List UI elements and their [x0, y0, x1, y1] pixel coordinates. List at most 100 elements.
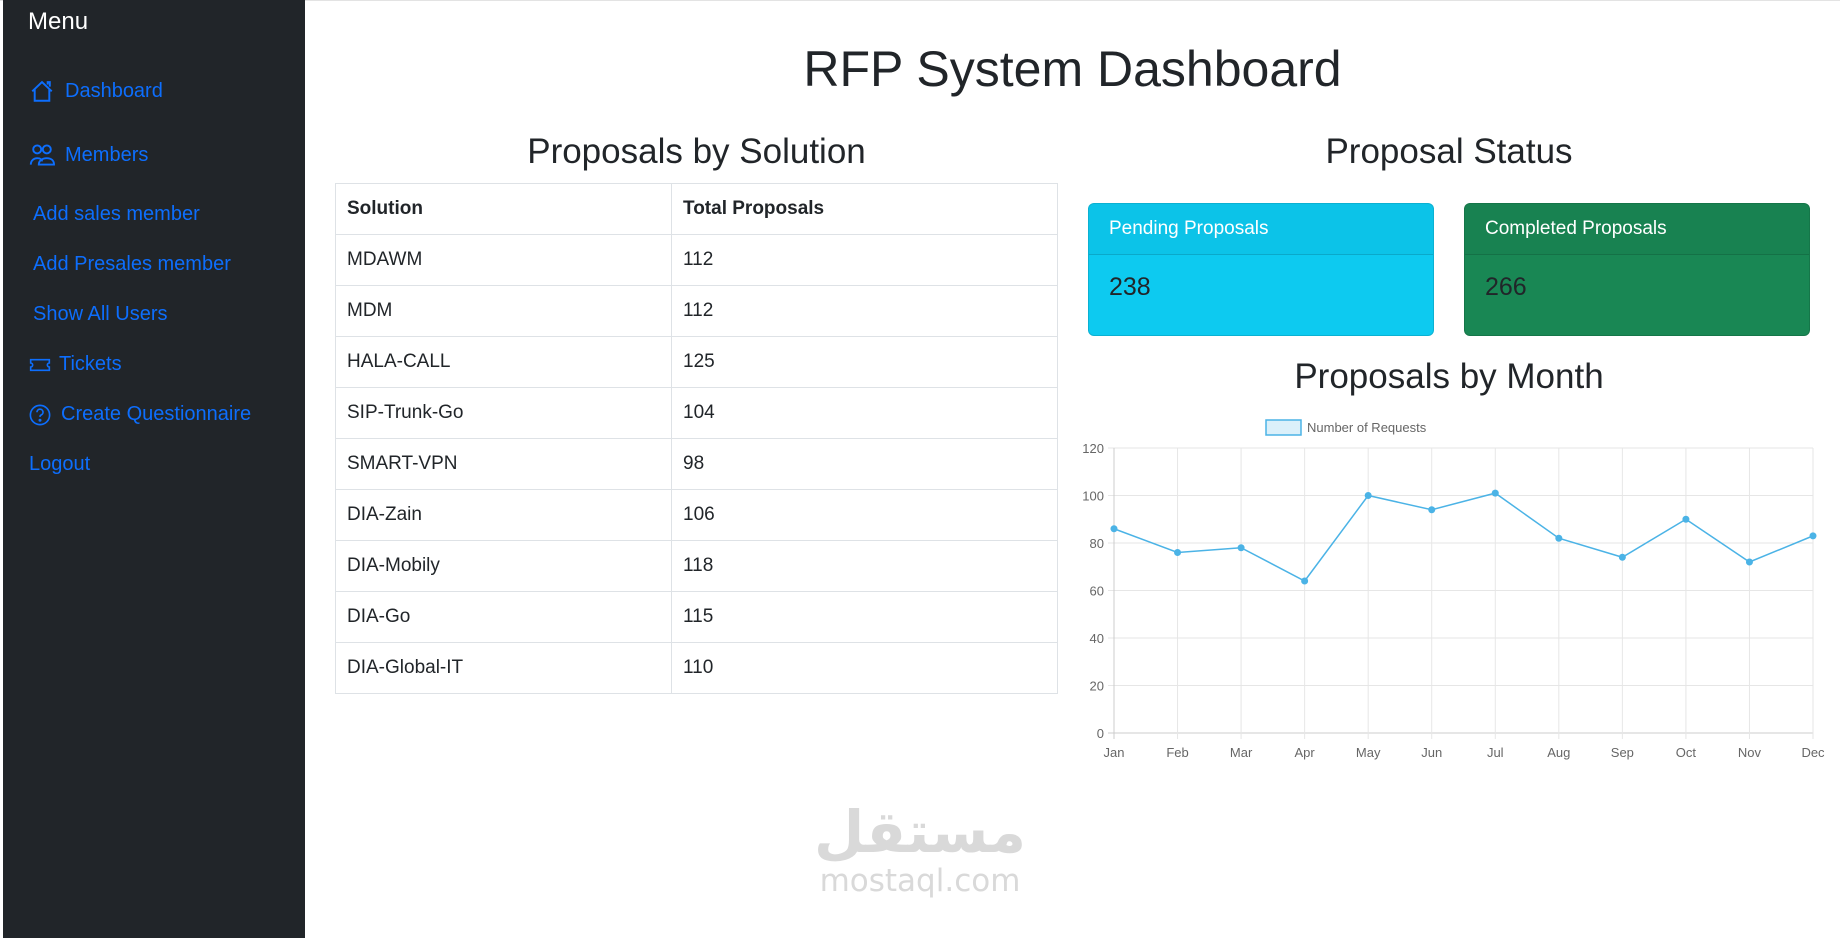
data-point[interactable]	[1745, 558, 1753, 566]
y-tick-label: 0	[1097, 726, 1104, 741]
x-tick-label: Dec	[1801, 745, 1825, 760]
table-row: SIP-Trunk-Go 104	[335, 387, 1058, 439]
total-cell: 125	[671, 336, 1058, 388]
solution-cell: DIA-Mobily	[335, 540, 672, 592]
data-point[interactable]	[1555, 534, 1563, 542]
y-tick-label: 20	[1090, 679, 1104, 694]
total-cell: 112	[671, 285, 1058, 337]
page-title: RFP System Dashboard	[803, 41, 1342, 97]
proposals-by-month-chart: Number of Requests 0 20 40 60 80 100 120 Jan Feb M…	[1080, 400, 1840, 780]
table-row: DIA-Mobily 118	[335, 540, 1058, 592]
table-row: MDM 112	[335, 285, 1058, 337]
column-header-total: Total Proposals	[671, 183, 1058, 235]
x-tick-label: Jun	[1421, 745, 1442, 760]
y-tick-label: 60	[1090, 584, 1104, 599]
legend-swatch[interactable]	[1265, 419, 1302, 436]
data-point[interactable]	[1110, 525, 1118, 533]
solution-cell: DIA-Global-IT	[335, 642, 672, 694]
data-point[interactable]	[1364, 492, 1372, 499]
solutions-table: Solution Total Proposals MDAWM 112 MDM 112…	[335, 183, 1058, 694]
sidebar-item-label: Logout	[29, 453, 91, 475]
y-tick-label: 120	[1082, 441, 1104, 456]
column-header-solution: Solution	[335, 183, 672, 235]
legend-label[interactable]: Number of Requests	[1307, 420, 1427, 435]
sidebar-item-label: Dashboard	[65, 79, 163, 102]
x-tick-label: May	[1356, 745, 1381, 760]
sidebar-item-label: Add sales member	[33, 203, 200, 225]
watermark-latin: mostaql.com	[819, 863, 1021, 899]
solution-cell: HALA-CALL	[335, 336, 672, 388]
sidebar-item-label: Show All Users	[33, 303, 168, 325]
total-cell: 98	[671, 438, 1058, 490]
completed-proposals-card: Completed Proposals 266	[1464, 203, 1810, 336]
data-point[interactable]	[1301, 577, 1309, 585]
total-cell: 112	[671, 234, 1058, 286]
sidebar-item-show-all-users[interactable]: Show All Users	[33, 303, 168, 326]
solution-cell: MDM	[335, 285, 672, 337]
pending-proposals-label: Pending Proposals	[1089, 204, 1433, 255]
people-icon	[29, 143, 65, 167]
data-point[interactable]	[1174, 549, 1182, 556]
table-row: HALA-CALL 125	[335, 336, 1058, 388]
data-point[interactable]	[1428, 506, 1436, 514]
solution-cell: SMART-VPN	[335, 438, 672, 490]
total-cell: 115	[671, 591, 1058, 643]
watermark-arabic: مستقل	[813, 798, 1027, 866]
total-cell: 110	[671, 642, 1058, 694]
sidebar-item-add-sales-member[interactable]: Add sales member	[33, 203, 200, 226]
table-row: MDAWM 112	[335, 234, 1058, 286]
x-tick-label: Nov	[1738, 745, 1762, 760]
table-row: DIA-Go 115	[335, 591, 1058, 643]
house-icon	[29, 78, 65, 104]
x-tick-label: Jul	[1487, 745, 1504, 760]
watermark: مستقل mostaql.com	[800, 800, 1040, 898]
pending-proposals-value: 238	[1109, 273, 1151, 301]
solution-cell: MDAWM	[335, 234, 672, 286]
x-tick-label: Feb	[1166, 745, 1188, 760]
monthly-title: Proposals by Month	[1294, 357, 1604, 396]
data-point[interactable]	[1491, 489, 1499, 497]
x-tick-label: Aug	[1547, 745, 1570, 760]
line-chart: Number of Requests 0 20 40 60 80 100 120 Jan Feb M…	[1082, 419, 1825, 760]
data-point[interactable]	[1682, 515, 1690, 523]
menu-title: Menu	[28, 8, 89, 35]
data-point[interactable]	[1618, 553, 1626, 561]
y-tick-label: 80	[1090, 536, 1104, 551]
question-circle-icon	[29, 404, 61, 426]
data-point[interactable]	[1809, 532, 1817, 540]
sidebar-item-create-questionnaire[interactable]: Create Questionnaire	[29, 403, 251, 426]
table-row: DIA-Zain 106	[335, 489, 1058, 541]
sidebar-item-label: Add Presales member	[33, 253, 231, 275]
series-line	[1113, 492, 1814, 582]
x-tick-label: Oct	[1676, 745, 1697, 760]
status-title: Proposal Status	[1325, 132, 1573, 171]
sidebar-item-logout[interactable]: Logout	[29, 453, 90, 476]
table-row: SMART-VPN 98	[335, 438, 1058, 490]
solution-cell: SIP-Trunk-Go	[335, 387, 672, 439]
sidebar-item-tickets[interactable]: Tickets	[29, 353, 122, 376]
y-tick-label: 100	[1082, 489, 1104, 504]
pending-proposals-card: Pending Proposals 238	[1088, 203, 1434, 336]
table-header-row: Solution Total Proposals	[335, 183, 1058, 235]
completed-proposals-value: 266	[1485, 273, 1527, 301]
ticket-icon	[29, 357, 61, 373]
sidebar-item-label: Members	[65, 143, 149, 166]
sidebar-item-dashboard[interactable]: Dashboard	[29, 78, 163, 104]
data-point[interactable]	[1237, 544, 1245, 552]
sidebar-item-members[interactable]: Members	[29, 143, 148, 167]
top-border	[0, 0, 1840, 1]
sidebar-item-label: Create Questionnaire	[61, 403, 252, 425]
sidebar: Menu Dashboard Members Add sales member …	[3, 0, 305, 938]
table-row: DIA-Global-IT 110	[335, 642, 1058, 694]
sidebar-item-add-presales-member[interactable]: Add Presales member	[33, 253, 231, 276]
solution-cell: DIA-Zain	[335, 489, 672, 541]
y-tick-label: 40	[1090, 631, 1104, 646]
x-tick-label: Sep	[1611, 745, 1634, 760]
total-cell: 118	[671, 540, 1058, 592]
solution-cell: DIA-Go	[335, 591, 672, 643]
x-tick-label: Jan	[1104, 745, 1125, 760]
total-cell: 104	[671, 387, 1058, 439]
total-cell: 106	[671, 489, 1058, 541]
x-tick-label: Mar	[1230, 745, 1253, 760]
